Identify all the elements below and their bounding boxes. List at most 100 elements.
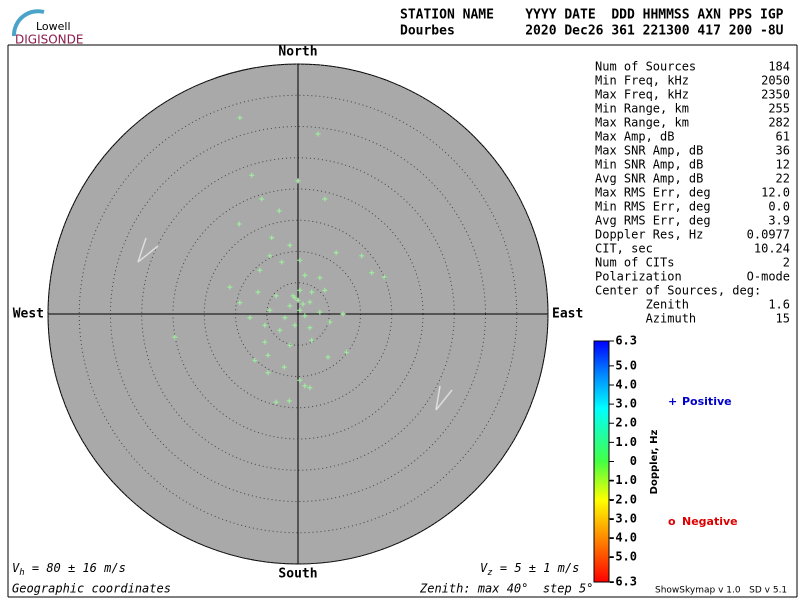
stat-value: 12.0 bbox=[761, 186, 790, 200]
stat-label: Min RMS Err, deg bbox=[595, 200, 711, 214]
colorbar-tick-label: 5.0 bbox=[615, 358, 637, 372]
source-point bbox=[340, 311, 346, 317]
source-point bbox=[359, 253, 365, 259]
source-point bbox=[227, 284, 233, 290]
source-point bbox=[276, 208, 282, 214]
source-point bbox=[297, 287, 303, 293]
logo-top: Lowell bbox=[36, 20, 71, 33]
source-point bbox=[297, 257, 303, 263]
colorbar-tick-label: 4.0 bbox=[615, 377, 637, 391]
direction-label: East bbox=[552, 307, 583, 322]
stat-value: 2350 bbox=[761, 88, 790, 102]
source-point bbox=[257, 267, 263, 273]
colorbar-tick-label: 6.3 bbox=[615, 334, 637, 348]
stat-label: Min SNR Amp, dB bbox=[595, 158, 703, 172]
stat-value: 2050 bbox=[761, 74, 790, 88]
source-point bbox=[262, 339, 268, 345]
colorbar-tick-label: 1.0 bbox=[615, 435, 637, 449]
source-point bbox=[333, 250, 339, 256]
stat-value: 1.6 bbox=[768, 298, 790, 312]
source-point bbox=[279, 259, 285, 265]
vz-sub: z bbox=[487, 568, 492, 578]
source-point bbox=[237, 300, 243, 306]
stat-value: 36 bbox=[776, 144, 790, 158]
plot: North South West East bbox=[13, 45, 584, 582]
stat-label: Avg SNR Amp, dB bbox=[595, 172, 703, 186]
stat-label: Max SNR Amp, dB bbox=[595, 144, 703, 158]
stat-label: Num of CITs bbox=[595, 256, 674, 270]
source-point bbox=[255, 289, 261, 295]
source-point bbox=[297, 377, 303, 383]
vz-symbol: V bbox=[480, 561, 488, 575]
stat-label: Max RMS Err, deg bbox=[595, 186, 711, 200]
header-line: Dourbes 2020 Dec26 361 221300 417 200 -8… bbox=[400, 24, 784, 39]
legend-label: Positive bbox=[682, 395, 732, 408]
source-point bbox=[290, 293, 296, 299]
source-point bbox=[381, 274, 387, 280]
source-point bbox=[262, 322, 268, 328]
stat-label: Doppler Res, Hz bbox=[595, 228, 703, 242]
source-point bbox=[307, 325, 313, 331]
source-point bbox=[322, 287, 328, 293]
source-point bbox=[302, 383, 308, 389]
colorbar-tick-label: -4.0 bbox=[608, 531, 637, 545]
source-point bbox=[317, 309, 323, 315]
stat-value: 0.0977 bbox=[747, 228, 790, 242]
source-point bbox=[315, 131, 321, 137]
source-point bbox=[281, 364, 287, 370]
source-point bbox=[286, 398, 292, 404]
stat-label: Zenith bbox=[595, 298, 689, 312]
source-point bbox=[282, 315, 288, 321]
vh-label: Vh = 80 ± 16 m/s bbox=[12, 561, 126, 578]
stat-label: Avg RMS Err, deg bbox=[595, 214, 711, 228]
stat-value: 15 bbox=[776, 312, 790, 326]
stat-label: Max Amp, dB bbox=[595, 130, 674, 144]
colorbar-axis: 6.3 5.0 4.0 3.0 2.0 1.0 0 -1.0 -2.0 -3.0 -4.0 -5.0 -… bbox=[608, 334, 637, 589]
stat-value: 61 bbox=[776, 130, 790, 144]
stats: Num of Sources 184 Min Freq, kHz 2050 Max Fr… bbox=[595, 60, 790, 326]
legend-label: Negative bbox=[682, 515, 738, 528]
coords-label: Geographic coordinates bbox=[12, 582, 171, 596]
source-point bbox=[172, 334, 178, 340]
zenith-label: Zenith: max 40° step 5° bbox=[419, 582, 593, 596]
header-line: STATION NAME YYYY DATE DDD HHMMSS AXN PP… bbox=[400, 8, 784, 23]
source-point bbox=[267, 307, 273, 313]
stat-value: 10.24 bbox=[754, 242, 790, 256]
stat-label: Polarization bbox=[595, 270, 682, 284]
colorbar-title: Doppler, Hz bbox=[649, 430, 660, 495]
source-point bbox=[309, 289, 315, 295]
stat-value: 2 bbox=[783, 256, 790, 270]
colorbar-tick-label: 3.0 bbox=[615, 397, 637, 411]
logo-swoosh bbox=[11, 9, 45, 37]
legend: + Positive o Negative bbox=[668, 395, 738, 528]
source-point bbox=[236, 221, 242, 227]
source-point bbox=[265, 370, 271, 376]
source-point bbox=[295, 297, 301, 303]
source-point bbox=[322, 196, 328, 202]
colorbar-tick-label: -2.0 bbox=[608, 492, 637, 506]
stat-label: Num of Sources bbox=[595, 60, 696, 74]
direction-label: South bbox=[278, 567, 317, 582]
source-point bbox=[307, 299, 313, 305]
colorbar-tick-label: -1.0 bbox=[608, 473, 637, 487]
source-point bbox=[327, 319, 333, 325]
source-point bbox=[295, 178, 301, 184]
stat-value: O-mode bbox=[747, 270, 790, 284]
source-point bbox=[287, 242, 293, 248]
source-point bbox=[302, 313, 308, 319]
vz-text: = 5 ± 1 m/s bbox=[493, 561, 580, 575]
stat-value: 12 bbox=[776, 158, 790, 172]
frame bbox=[7, 44, 798, 598]
legend-symbol: + bbox=[668, 395, 677, 408]
source-point bbox=[309, 337, 315, 343]
stat-value: 3.9 bbox=[768, 214, 790, 228]
version-label: ShowSkymap v 1.0 SD v 5.1 bbox=[655, 586, 787, 596]
logo-bottom: DIGISONDE bbox=[15, 33, 83, 47]
source-point bbox=[259, 196, 265, 202]
direction-label: North bbox=[278, 45, 317, 60]
stat-value: 22 bbox=[776, 172, 790, 186]
stat-label: Center of Sources, deg: bbox=[595, 284, 761, 298]
stat-label: CIT, sec bbox=[595, 242, 653, 256]
stat-label: Min Freq, kHz bbox=[595, 74, 689, 88]
